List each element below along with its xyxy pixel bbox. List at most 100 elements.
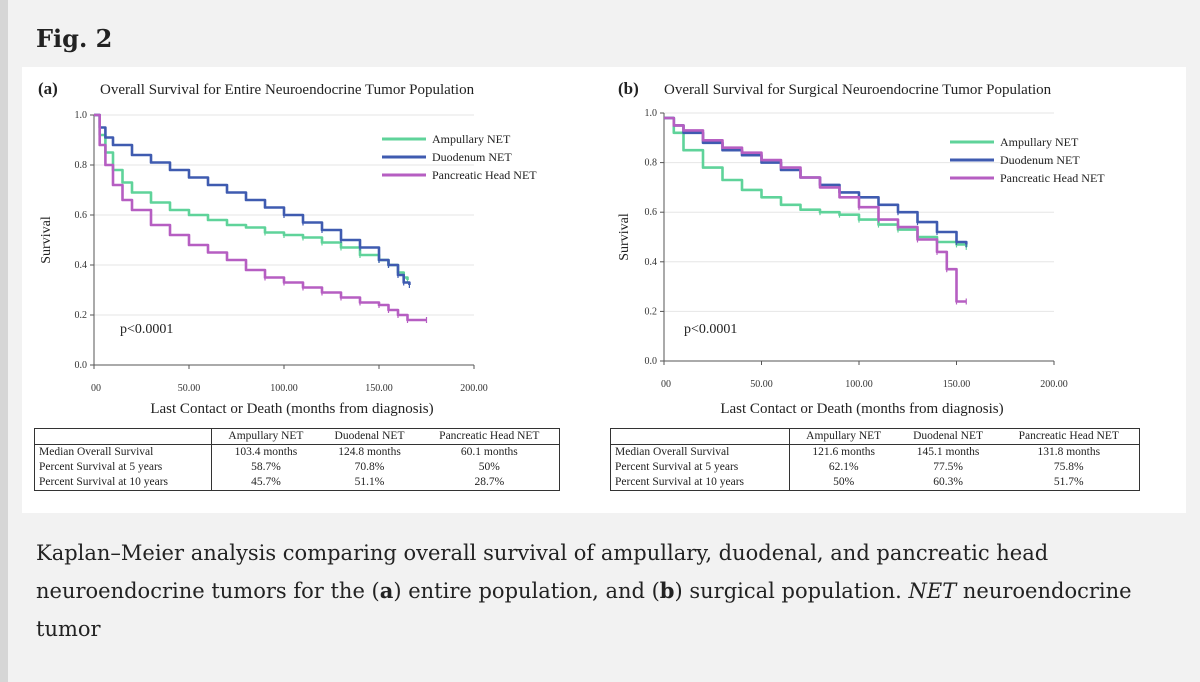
figure-title: Fig. 2 (36, 24, 113, 53)
panel-a: (a) Overall Survival for Entire Neuroend… (22, 67, 582, 513)
table-header-cell (34, 428, 213, 445)
y-tick-label: 0.0 (645, 356, 658, 367)
km-chart-a: (a) Overall Survival for Entire Neuroend… (38, 79, 537, 417)
caption-text: Kaplan–Meier analysis comparing overall … (36, 541, 1049, 603)
y-tick-label: 0.2 (75, 310, 88, 321)
legend-a: Ampullary NET Duodenum NET Pancreatic He… (382, 132, 537, 182)
table-header-cell: Ampullary NET (211, 428, 320, 445)
y-tick-label: 0.8 (75, 160, 88, 171)
table-header-cell: Duodenal NET (319, 428, 420, 445)
table-cell: 131.8 months (1037, 446, 1101, 458)
table-cell: 103.4 months (234, 446, 298, 458)
y-tick-label: 0.4 (645, 257, 658, 268)
y-tick-label: 0.6 (75, 210, 88, 221)
table-cell: 28.7% (474, 476, 505, 488)
table-cell: 51.1% (354, 476, 385, 488)
table-cell: 60.1 months (460, 446, 518, 458)
y-tick-label: 0.6 (645, 207, 658, 218)
table-header-cell: Pancreatic Head NET (998, 428, 1140, 445)
table-row-label: Median Overall Survival (610, 444, 790, 460)
table-cell: 58.7% (251, 461, 281, 473)
survival-curve-duodenum-a (94, 113, 411, 285)
table-cell: 121.6 months (812, 446, 875, 458)
x-tick-label: 50.00 (750, 379, 773, 390)
table-header-row: Ampullary NET Duodenal NET Pancreatic He… (34, 428, 560, 445)
table-row: Percent Survival at 5 years 62.1% 77.5% … (610, 460, 1140, 475)
table-cell: 124.8 months (338, 446, 401, 458)
table-header-row: Ampullary NET Duodenal NET Pancreatic He… (610, 428, 1140, 445)
table-row-label: Percent Survival at 5 years (34, 460, 213, 475)
table-cell: 62.1% (828, 461, 859, 473)
table-row: Percent Survival at 10 years 45.7% 51.1%… (34, 475, 560, 491)
table-row: Median Overall Survival 103.4 months 124… (34, 444, 560, 460)
table-header-cell: Duodenal NET (897, 428, 999, 445)
y-axis-label-b: Survival (617, 213, 632, 261)
table-cell: 60.3% (933, 476, 963, 488)
legend-label-pancreatic: Pancreatic Head NET (432, 168, 537, 182)
table-header-cell (610, 428, 790, 445)
x-tick-label: 200.00 (1040, 379, 1068, 390)
x-tick-label: 150.00 (943, 379, 971, 390)
caption-text: neuroendocrine tumor (36, 579, 1132, 641)
table-header-cell: Ampullary NET (789, 428, 898, 445)
caption-panel-b-ref: b (659, 578, 675, 603)
x-axis-label-b: Last Contact or Death (months from diagn… (720, 401, 1003, 417)
x-tick-label: 50.00 (178, 383, 201, 394)
panel-b: (b) Overall Survival for Surgical Neuroe… (602, 67, 1162, 513)
table-header-cell: Pancreatic Head NET (419, 428, 560, 445)
panel-label-a: (a) (38, 79, 58, 98)
table-row-label: Percent Survival at 5 years (610, 460, 790, 475)
caption-text: ) surgical population. (674, 579, 909, 603)
table-cell: 50% (833, 476, 855, 488)
legend-label-duodenum: Duodenum NET (1000, 153, 1080, 167)
pvalue-annotation-a: p<0.0001 (120, 322, 173, 337)
stats-table-b: Ampullary NET Duodenal NET Pancreatic He… (610, 428, 1140, 491)
legend-label-duodenum: Duodenum NET (432, 150, 512, 164)
table-cell: 77.5% (933, 461, 963, 473)
table-row-label: Percent Survival at 10 years (34, 475, 213, 491)
caption-abbreviation: NET (908, 579, 957, 603)
y-tick-label: 0.0 (75, 360, 88, 371)
table-row-label: Median Overall Survival (34, 444, 213, 460)
y-tick-label: 0.2 (645, 306, 658, 317)
y-tick-label: 1.0 (645, 108, 658, 119)
y-tick-label: 0.4 (75, 260, 88, 271)
page-left-border (0, 0, 8, 682)
chart-title-a: Overall Survival for Entire Neuroendocri… (100, 82, 475, 98)
y-axis-label-a: Survival (39, 216, 54, 264)
legend-b: Ampullary NET Duodenum NET Pancreatic He… (950, 135, 1105, 185)
table-cell: 145.1 months (916, 446, 980, 458)
x-tick-label: 200.00 (460, 383, 488, 394)
y-tick-label: 0.8 (645, 158, 658, 169)
survival-curve-ampullary-b (664, 116, 968, 247)
figure-caption: Kaplan–Meier analysis comparing overall … (36, 534, 1176, 648)
chart-title-b: Overall Survival for Surgical Neuroendoc… (664, 82, 1052, 98)
x-tick-label: 00 (661, 379, 671, 390)
y-tick-label: 1.0 (75, 110, 88, 121)
x-tick-label: 100.00 (270, 383, 298, 394)
legend-label-ampullary: Ampullary NET (432, 132, 511, 146)
figure-image: (a) Overall Survival for Entire Neuroend… (22, 67, 1186, 513)
table-row: Median Overall Survival 121.6 months 145… (610, 444, 1140, 460)
table-cell: 50% (478, 461, 500, 473)
table-cell: 70.8% (354, 461, 385, 473)
stats-table-a: Ampullary NET Duodenal NET Pancreatic He… (34, 428, 560, 491)
x-tick-label: 00 (91, 383, 101, 394)
legend-label-ampullary: Ampullary NET (1000, 135, 1079, 149)
table-row: Percent Survival at 10 years 50% 60.3% 5… (610, 475, 1140, 491)
table-row: Percent Survival at 5 years 58.7% 70.8% … (34, 460, 560, 475)
survival-curve-pancreatic-a (94, 113, 427, 322)
legend-label-pancreatic: Pancreatic Head NET (1000, 171, 1105, 185)
table-row-label: Percent Survival at 10 years (610, 475, 790, 491)
x-tick-label: 100.00 (845, 379, 873, 390)
survival-curve-duodenum-b (664, 116, 968, 245)
table-cell: 51.7% (1053, 476, 1084, 488)
table-cell: 45.7% (251, 476, 281, 488)
panel-label-b: (b) (618, 79, 639, 98)
pvalue-annotation-b: p<0.0001 (684, 322, 737, 337)
km-chart-b: (b) Overall Survival for Surgical Neuroe… (617, 79, 1105, 417)
x-axis-label-a: Last Contact or Death (months from diagn… (150, 401, 433, 417)
caption-text: ) entire population, and ( (393, 579, 660, 603)
x-tick-label: 150.00 (365, 383, 393, 394)
table-cell: 75.8% (1053, 461, 1084, 473)
